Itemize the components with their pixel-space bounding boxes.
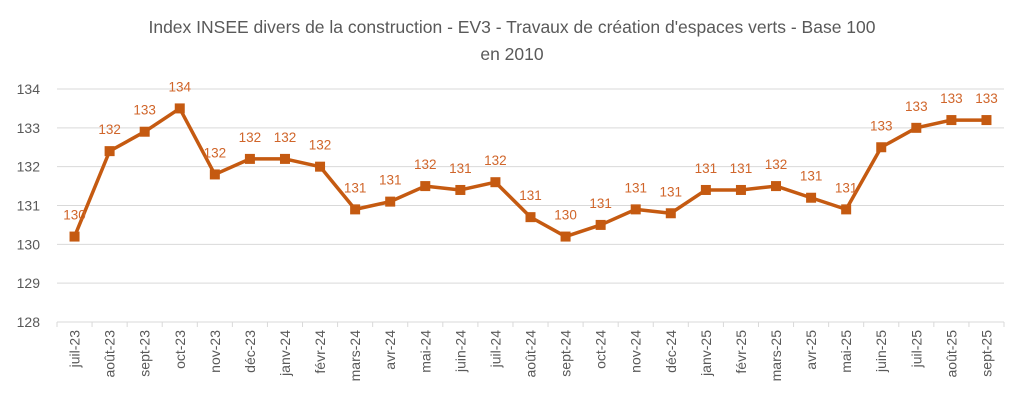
data-point-marker [806,192,817,203]
data-label: 134 [168,79,191,94]
data-label: 130 [63,208,86,223]
data-label: 131 [449,161,472,176]
data-label: 132 [765,157,788,172]
x-tick-label: avr-24 [382,330,398,370]
x-tick-label: juil-23 [67,330,83,369]
data-point-marker [315,161,326,172]
data-label: 132 [414,157,437,172]
data-label: 131 [695,161,718,176]
data-label: 132 [274,130,297,145]
data-label: 131 [344,180,367,195]
data-point-marker [385,196,396,207]
data-label: 133 [133,103,156,118]
data-label: 133 [975,91,998,106]
x-tick-label: oct-23 [172,330,188,369]
x-tick-label: déc-24 [663,330,679,373]
x-tick-label: nov-24 [628,330,644,373]
data-label: 132 [204,145,227,160]
x-tick-label: févr-24 [312,330,328,374]
x-tick-label: mars-25 [768,330,784,382]
data-point-marker [630,204,641,215]
x-tick-label: juin-24 [452,330,468,373]
data-label: 132 [98,122,121,137]
data-label: 131 [660,184,683,199]
data-label: 132 [239,130,262,145]
data-point-marker [209,169,220,180]
x-tick-label: sept-24 [558,330,574,377]
data-label: 130 [554,208,577,223]
x-tick-label: sept-25 [978,330,994,377]
data-point-marker [876,142,887,153]
data-label: 131 [800,169,823,184]
data-point-marker [455,184,466,195]
x-tick-label: août-23 [102,330,118,378]
y-tick-label: 133 [17,120,41,136]
data-point-marker [174,103,185,114]
data-point-marker [946,115,957,126]
chart-title-line-1: Index INSEE divers de la construction - … [148,17,875,37]
data-point-marker [771,181,782,192]
data-label: 133 [870,118,893,133]
y-tick-label: 131 [17,198,41,214]
x-tick-label: août-24 [523,330,539,378]
data-point-marker [841,204,852,215]
y-tick-label: 130 [17,236,41,252]
data-point-marker [981,115,992,126]
data-label: 133 [940,91,963,106]
x-tick-label: déc-23 [242,330,258,373]
y-tick-label: 132 [17,159,41,175]
x-tick-label: juil-24 [487,330,503,369]
data-point-marker [244,153,255,164]
data-point-marker [279,153,290,164]
x-tick-label: janv-24 [277,330,293,377]
data-point-marker [104,146,115,157]
y-tick-label: 134 [17,81,41,97]
data-label: 131 [835,180,858,195]
data-label: 133 [905,99,928,114]
data-point-marker [665,208,676,219]
data-point-marker [525,212,536,223]
data-point-marker [139,126,150,137]
data-label: 131 [379,173,402,188]
data-label: 132 [484,153,507,168]
data-point-marker [700,184,711,195]
y-tick-label: 128 [17,314,41,330]
x-tick-label: avr-25 [803,330,819,370]
data-label: 131 [589,196,612,211]
chart-title-line-2: en 2010 [480,44,544,64]
data-point-marker [911,122,922,133]
y-tick-label: 129 [17,275,41,291]
x-tick-label: mai-25 [838,330,854,373]
x-tick-label: juil-25 [908,330,924,369]
x-tick-label: mars-24 [347,330,363,382]
data-point-marker [560,231,571,242]
data-point-marker [595,219,606,230]
data-point-marker [69,231,80,242]
x-tick-label: janv-25 [698,330,714,377]
x-tick-label: juin-25 [873,330,889,373]
x-tick-label: oct-24 [593,330,609,369]
x-tick-label: août-25 [943,330,959,378]
x-tick-label: nov-23 [207,330,223,373]
data-point-marker [735,184,746,195]
data-label: 131 [519,188,542,203]
data-point-marker [350,204,361,215]
data-point-marker [490,177,501,188]
data-label: 132 [309,138,332,153]
x-tick-label: févr-25 [733,330,749,374]
data-point-marker [420,181,431,192]
data-label: 131 [730,161,753,176]
x-tick-label: mai-24 [417,330,433,373]
x-tick-label: sept-23 [137,330,153,377]
data-label: 131 [624,180,647,195]
